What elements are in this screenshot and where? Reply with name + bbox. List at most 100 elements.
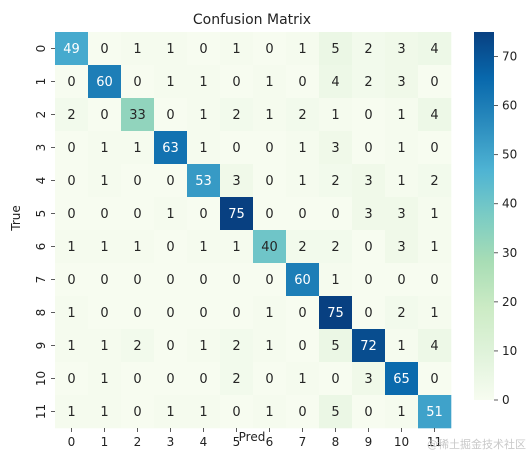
heatmap-cell xyxy=(121,395,155,429)
cell-value-label: 0 xyxy=(364,405,372,420)
heatmap-cell xyxy=(88,32,122,66)
cell-value-label: 1 xyxy=(199,240,207,255)
cell-value-label: 1 xyxy=(100,240,108,255)
heatmap-cell xyxy=(220,197,254,231)
x-tick-label: 8 xyxy=(332,435,340,449)
heatmap-cell xyxy=(121,230,155,264)
heatmap-cell xyxy=(220,131,254,165)
heatmap-cell xyxy=(385,98,419,132)
cell-value-label: 1 xyxy=(199,75,207,90)
heatmap-cell xyxy=(88,131,122,165)
heatmap-cell xyxy=(88,296,122,330)
cell-value-label: 0 xyxy=(100,273,108,288)
heatmap-cell xyxy=(220,296,254,330)
heatmap-cell xyxy=(220,263,254,297)
colorbar-tick-label: 60 xyxy=(502,99,517,113)
x-tick-label: 1 xyxy=(101,435,109,449)
heatmap-cell xyxy=(187,230,221,264)
cell-value-label: 4 xyxy=(430,339,438,354)
heatmap-cell xyxy=(319,98,353,132)
heatmap-cell xyxy=(418,362,452,396)
cell-value-label: 1 xyxy=(199,339,207,354)
cell-value-label: 0 xyxy=(133,207,141,222)
heatmap-cell xyxy=(55,230,89,264)
cell-value-label: 0 xyxy=(331,372,339,387)
heatmap-cell xyxy=(187,263,221,297)
cell-value-label: 2 xyxy=(364,75,372,90)
cell-value-label: 1 xyxy=(133,141,141,156)
y-tick-label: 5 xyxy=(34,210,48,218)
x-tick-label: 10 xyxy=(394,435,409,449)
x-tick-label: 3 xyxy=(167,435,175,449)
cell-value-label: 1 xyxy=(397,141,405,156)
cell-value-label: 0 xyxy=(265,141,273,156)
heatmap-cell xyxy=(253,32,287,66)
cell-value-label: 0 xyxy=(232,75,240,90)
chart-title: Confusion Matrix xyxy=(193,12,311,28)
cell-value-label: 0 xyxy=(166,273,174,288)
cell-value-label: 0 xyxy=(199,42,207,57)
heatmap-cell xyxy=(352,263,386,297)
colorbar-tick-label: 70 xyxy=(502,50,517,64)
heatmap-cell xyxy=(286,395,320,429)
cell-value-label: 2 xyxy=(298,108,306,123)
heatmap-cell xyxy=(418,230,452,264)
cell-value-label: 1 xyxy=(67,306,75,321)
cell-value-label: 0 xyxy=(232,141,240,156)
heatmap-cell xyxy=(418,296,452,330)
heatmap-cell xyxy=(418,197,452,231)
heatmap-cell xyxy=(187,32,221,66)
heatmap-cell xyxy=(154,296,188,330)
heatmap-cell xyxy=(253,65,287,99)
heatmap-cell xyxy=(352,296,386,330)
heatmap-cell xyxy=(121,131,155,165)
cell-value-label: 0 xyxy=(166,306,174,321)
colorbar-tick-label: 0 xyxy=(502,393,510,407)
heatmap-cell xyxy=(418,263,452,297)
cell-value-label: 3 xyxy=(397,75,405,90)
heatmap-cell xyxy=(352,329,386,363)
heatmap-cell xyxy=(154,164,188,198)
cell-value-label: 0 xyxy=(133,75,141,90)
cell-value-label: 3 xyxy=(364,372,372,387)
heatmap-cell xyxy=(154,362,188,396)
cell-value-label: 0 xyxy=(430,372,438,387)
y-tick-label: 9 xyxy=(34,342,48,350)
heatmap-cell xyxy=(154,329,188,363)
heatmap-cell xyxy=(187,131,221,165)
heatmap-cell xyxy=(187,164,221,198)
colorbar-tick-label: 40 xyxy=(502,197,517,211)
y-tick-label: 1 xyxy=(34,78,48,86)
heatmap-cell xyxy=(319,329,353,363)
cell-value-label: 0 xyxy=(166,372,174,387)
heatmap-cell xyxy=(319,395,353,429)
cell-value-label: 0 xyxy=(430,75,438,90)
heatmap-cell xyxy=(121,65,155,99)
cell-value-label: 0 xyxy=(133,174,141,189)
heatmap-cell xyxy=(319,362,353,396)
heatmap-cell xyxy=(352,395,386,429)
heatmap-cell xyxy=(286,263,320,297)
cell-value-label: 1 xyxy=(430,306,438,321)
cell-value-label: 0 xyxy=(298,75,306,90)
heatmap-cell xyxy=(220,164,254,198)
colorbar xyxy=(474,32,494,400)
heatmap-cell xyxy=(187,65,221,99)
heatmap-cell xyxy=(352,164,386,198)
y-axis-label: True xyxy=(9,205,23,232)
cell-value-label: 1 xyxy=(166,75,174,90)
cell-value-label: 0 xyxy=(199,273,207,288)
cell-value-label: 0 xyxy=(166,240,174,255)
cell-value-label: 1 xyxy=(67,339,75,354)
y-tick-label: 7 xyxy=(34,276,48,284)
heatmap-cell xyxy=(154,131,188,165)
cell-value-label: 1 xyxy=(100,372,108,387)
heatmap-cell xyxy=(154,98,188,132)
heatmap-cell xyxy=(286,197,320,231)
colorbar-tick-label: 30 xyxy=(502,246,517,260)
cell-value-label: 0 xyxy=(67,207,75,222)
x-axis-label: Pred xyxy=(239,430,266,444)
cell-value-label: 0 xyxy=(166,174,174,189)
cell-value-label: 0 xyxy=(298,207,306,222)
